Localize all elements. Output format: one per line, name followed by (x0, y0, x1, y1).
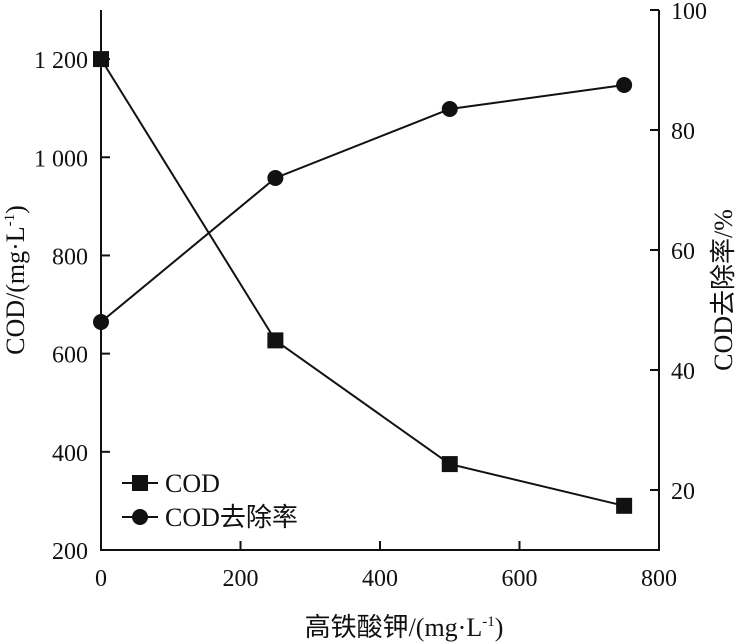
x-tick-label-0: 0 (95, 566, 107, 592)
legend-item-cod-removal: COD去除率 (122, 503, 298, 532)
x-axis-ticks: 0 200 400 600 800 (95, 541, 677, 592)
left-axis-ticks: 200 400 600 800 1 000 1 200 (34, 48, 110, 565)
left-tick-label-1000: 1 000 (34, 146, 88, 172)
point-cod-750 (616, 497, 633, 514)
right-tick-label-100: 100 (671, 0, 707, 25)
right-tick-label-60: 60 (671, 239, 695, 265)
point-cod-250 (267, 332, 284, 349)
x-axis-title: 高铁酸钾/(mg·L-1) (305, 613, 504, 642)
x-axis-title-tail: ) (495, 613, 504, 642)
point-cod-0 (93, 51, 109, 68)
point-cod-500 (441, 456, 458, 473)
x-tick-label-600: 600 (502, 566, 538, 592)
x-tick-label-400: 400 (362, 566, 398, 592)
point-cod-removal-500 (441, 101, 458, 117)
left-tick-label-400: 400 (52, 441, 88, 467)
series-layer (93, 51, 633, 514)
legend: COD COD去除率 (122, 469, 298, 532)
left-tick-label-1200: 1 200 (34, 48, 88, 74)
series-line-cod-removal (100, 84, 625, 323)
right-tick-label-40: 40 (671, 359, 695, 385)
x-tick-label-800: 800 (641, 566, 677, 592)
left-axis-title: COD/(mg·L-1) (1, 205, 30, 355)
point-cod-removal-0 (93, 314, 109, 330)
left-tick-label-600: 600 (52, 343, 88, 369)
series-line-cod (100, 58, 625, 507)
point-cod-removal-750 (616, 77, 633, 93)
legend-cod-removal-marker (132, 509, 148, 525)
legend-item-cod: COD (122, 469, 220, 498)
right-axis-ticks: 20 40 60 80 100 (650, 0, 707, 505)
left-axis-title-tail: ) (1, 205, 30, 214)
x-axis-title-main: 高铁酸钾/(mg·L (305, 613, 483, 642)
legend-cod-label: COD (165, 469, 220, 498)
left-axis-title-main: COD/(mg·L (1, 226, 30, 355)
legend-cod-marker (132, 475, 148, 491)
right-tick-label-20: 20 (671, 479, 695, 505)
point-cod-removal-250 (267, 170, 284, 186)
right-tick-label-80: 80 (671, 119, 695, 145)
legend-cod-removal-label: COD去除率 (165, 503, 298, 532)
left-axis-title-sup: -1 (2, 214, 18, 227)
right-axis-title: COD去除率/% (709, 209, 738, 371)
left-tick-label-200: 200 (52, 539, 88, 565)
left-tick-label-800: 800 (52, 244, 88, 270)
x-tick-label-200: 200 (223, 566, 259, 592)
x-axis-title-sup: -1 (482, 614, 495, 630)
